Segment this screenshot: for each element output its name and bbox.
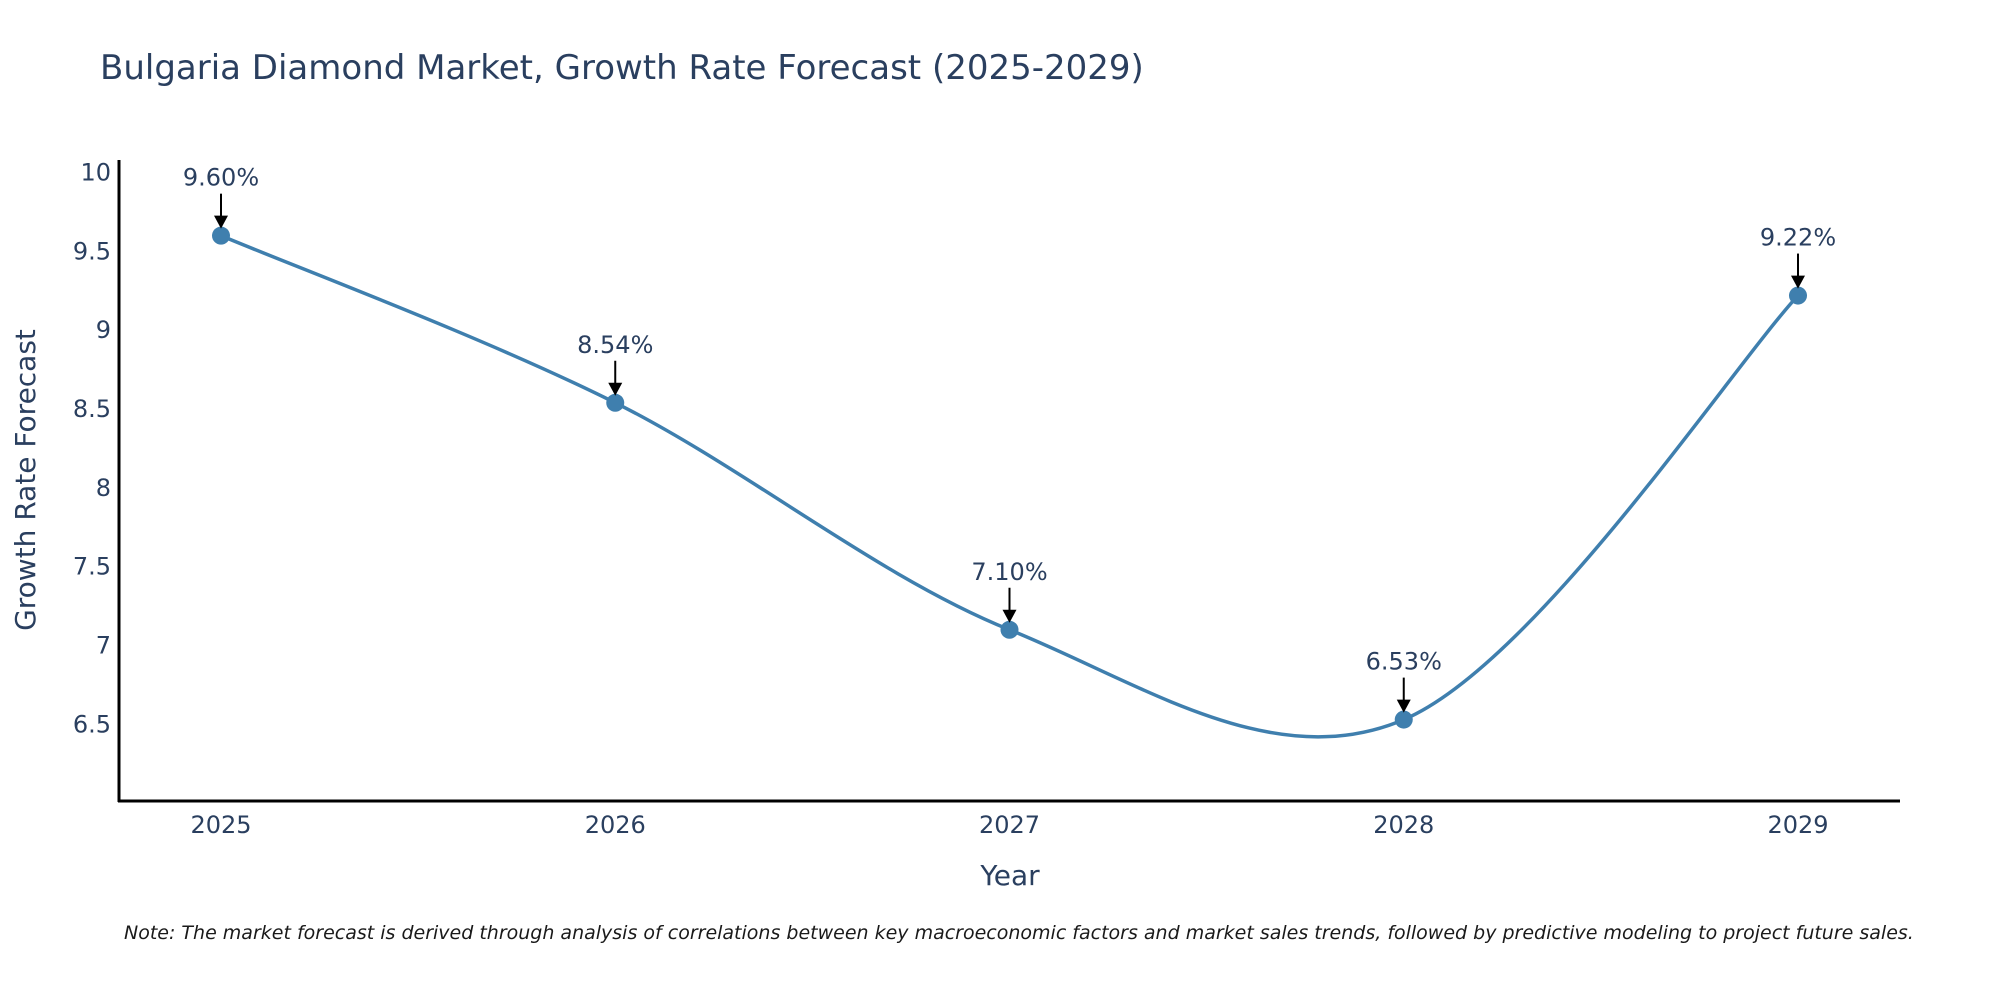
data-point [606, 393, 625, 412]
x-tick-label: 2027 [979, 811, 1040, 839]
annotation-arrow-head [1396, 699, 1411, 713]
data-label: 9.22% [1760, 224, 1836, 252]
data-annotations: 9.60% 8.54% 7.10% 6.53% 9.22% [183, 164, 1836, 713]
data-point [212, 226, 230, 245]
data-label: 6.53% [1366, 648, 1442, 676]
data-label: 9.60% [183, 164, 259, 192]
y-tick-label: 9.5 [73, 237, 111, 265]
data-label: 8.54% [577, 331, 653, 359]
data-point [1789, 286, 1807, 305]
x-axis-ticks: 2025 2026 2027 2028 2029 [190, 811, 1828, 839]
x-tick-label: 2025 [190, 811, 251, 839]
x-tick-label: 2026 [585, 811, 646, 839]
annotation-arrow-head [608, 382, 623, 396]
data-point [1000, 620, 1019, 639]
y-tick-label: 8.5 [73, 395, 111, 423]
footnote: Note: The market forecast is derived thr… [124, 922, 1914, 944]
y-tick-label: 7 [96, 632, 111, 660]
x-axis-title: Year [979, 859, 1040, 892]
series-line [220, 234, 1800, 739]
x-tick-label: 2028 [1373, 811, 1434, 839]
y-tick-label: 7.5 [73, 553, 111, 581]
x-tick-label: 2029 [1767, 811, 1828, 839]
y-axis-ticks: 6.5 7 7.5 8 8.5 9 9.5 10 [73, 159, 111, 739]
y-tick-label: 9 [96, 316, 111, 344]
data-point [1394, 710, 1413, 729]
y-axis-title: Growth Rate Forecast [9, 329, 42, 631]
data-label: 7.10% [971, 558, 1047, 586]
y-tick-label: 6.5 [73, 710, 111, 738]
y-tick-label: 10 [80, 159, 111, 187]
y-tick-label: 8 [96, 474, 111, 502]
chart-title: Bulgaria Diamond Market, Growth Rate For… [100, 48, 1144, 88]
annotation-arrow-head [214, 215, 228, 229]
annotation-arrow-head [1791, 275, 1805, 289]
annotation-arrow-head [1002, 609, 1017, 623]
data-points [212, 226, 1807, 729]
